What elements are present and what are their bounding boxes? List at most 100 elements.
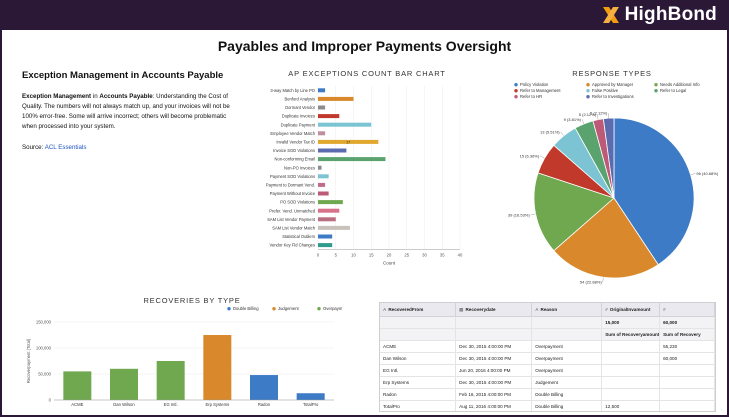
column-header[interactable]: A RecoveredFrom xyxy=(380,303,457,317)
table-cell: Dec 30, 2015 4:00:00 PM xyxy=(455,352,533,365)
x-tick-label: 25 xyxy=(404,252,409,257)
slice-label: 5 (2.12%) xyxy=(590,111,608,116)
column-header[interactable]: # xyxy=(659,303,715,317)
table-cell: Sum of Recovery xyxy=(659,328,715,341)
table-row[interactable]: TotalPro Aug 11, 2016 4:00:00 PM Double Bi… xyxy=(380,400,715,411)
table-summary-row[interactable]: 15,000 60,000 xyxy=(380,316,715,329)
x-tick-label: 5 xyxy=(335,252,338,257)
slice-leader-line xyxy=(690,173,696,176)
column-header[interactable]: # OriginalInvamount xyxy=(601,303,661,317)
table-cell: Jun 20, 2016 4:00:00 PM xyxy=(455,364,533,377)
bar xyxy=(318,157,386,162)
bar xyxy=(250,375,278,400)
legend-label: Refer to Investigations xyxy=(592,94,634,99)
table-cell xyxy=(455,328,533,341)
legend-swatch xyxy=(654,83,658,87)
table-cell: Sum of Recoveryamount xyxy=(601,328,661,341)
intro-heading: Exception Management in Accounts Payable xyxy=(22,70,224,81)
y-tick-label: 50,000 xyxy=(38,372,51,377)
text-type-icon: A xyxy=(535,307,539,312)
category-label: SAM List Vendor Payment xyxy=(267,217,316,222)
slice-label: 5 (2.12%) xyxy=(579,112,597,117)
table-row[interactable]: Radon Feb 16, 2015 4:00:00 PM Double Billi… xyxy=(380,388,715,401)
table-cell: 15,000 xyxy=(601,316,661,329)
slice-label: 15 (6.36%) xyxy=(520,153,540,158)
legend-swatch xyxy=(586,89,590,93)
x-tick-label: 10 xyxy=(351,252,356,257)
source-link[interactable]: ACL Essentials xyxy=(44,144,87,151)
column-header[interactable]: A Reason xyxy=(531,303,603,317)
table-cell: Double Billing xyxy=(531,388,603,401)
legend-label: Policy Violation xyxy=(520,82,549,87)
pie-slice xyxy=(553,197,659,279)
column-header[interactable]: ▦ Recoverydate xyxy=(455,303,533,317)
top-bar: HighBond xyxy=(0,0,729,30)
table-row[interactable]: Erp Systems Dec 30, 2015 4:00:00 PM Judgem… xyxy=(380,376,715,389)
bar xyxy=(318,200,343,205)
bar-chart-title: AP EXCEPTIONS COUNT BAR CHART xyxy=(288,69,446,78)
table-cell xyxy=(659,364,715,377)
bar xyxy=(318,105,326,110)
category-label: ACME xyxy=(71,402,83,407)
bottom-strip xyxy=(0,415,729,417)
legend-label: Refer to HR xyxy=(520,94,542,99)
table-row[interactable]: EG Intl. Jun 20, 2016 4:00:00 PM Overpayme… xyxy=(380,364,715,377)
slice-label: 13 (5.51%) xyxy=(540,129,560,134)
legend-swatch xyxy=(586,83,590,87)
category-label: Vendor Key Fld Changes xyxy=(269,243,315,248)
bar xyxy=(318,114,340,119)
table-cell xyxy=(659,388,715,401)
bar xyxy=(296,393,325,400)
number-type-icon: # xyxy=(605,307,608,312)
table-cell xyxy=(659,376,715,389)
bar xyxy=(318,122,372,127)
table-summary-label-row[interactable]: Sum of Recoveryamount Sum of Recovery xyxy=(380,328,715,341)
x-tick-label: 20 xyxy=(387,252,392,257)
legend-label: Approved by Manager xyxy=(592,82,634,87)
table-cell: EG Intl. xyxy=(380,364,457,377)
bar xyxy=(318,234,333,239)
legend-label: Double Billing xyxy=(233,306,259,311)
legend-swatch xyxy=(514,95,518,99)
legend-swatch xyxy=(227,307,231,311)
legend-label: False Positive xyxy=(592,88,619,93)
category-label: Payment to Dormant Vend. xyxy=(266,183,315,188)
intro-rest: : Understanding the Cost of Quality. The… xyxy=(22,93,230,130)
intro-bold-2: Accounts Payable xyxy=(99,93,153,100)
intro-bold-1: Exception Management xyxy=(22,93,92,100)
x-tick-label: 40 xyxy=(458,252,463,257)
x-tick-label: 0 xyxy=(317,252,320,257)
calendar-icon: ▦ xyxy=(459,306,464,312)
brand-name: HighBond xyxy=(624,4,717,25)
brand[interactable]: HighBond xyxy=(601,4,717,26)
table-row[interactable]: Dan Wilson Dec 30, 2015 4:00:00 PM Overpay… xyxy=(380,352,715,365)
bar xyxy=(318,225,350,230)
slice-label: 54 (22.88%) xyxy=(580,280,602,285)
table-cell xyxy=(531,316,603,329)
table-cell: 55,230 xyxy=(659,340,715,353)
table-header-row: A RecoveredFrom ▦ Recoverydate A Reason # Origi… xyxy=(380,303,715,317)
category-label: PO SOD Violations xyxy=(280,200,315,205)
slice-leader-line xyxy=(540,155,545,159)
table-cell: Overpayment xyxy=(531,364,603,377)
column-header-label: Reason xyxy=(540,307,558,312)
slice-leader-line xyxy=(581,119,585,124)
table-cell xyxy=(601,388,661,401)
legend-swatch xyxy=(317,307,321,311)
x-axis-title: Count xyxy=(383,260,396,265)
pie-slice xyxy=(602,117,615,199)
category-label: Dan Wilson xyxy=(113,402,135,407)
category-label: Duplicate Payment xyxy=(281,122,316,127)
legend-swatch xyxy=(514,83,518,87)
table-row[interactable]: ACME Dec 30, 2015 4:00:00 PM Overpayment 55… xyxy=(380,340,715,353)
legend-swatch xyxy=(514,89,518,93)
table-cell: Dec 30, 2015 4:00:00 PM xyxy=(455,376,533,389)
bar xyxy=(318,131,326,136)
category-label: Benford Analysis xyxy=(285,97,316,102)
legend-label: Refer to Legal xyxy=(660,88,686,93)
legend-swatch xyxy=(586,95,590,99)
category-label: Statistical Outliers xyxy=(282,234,315,239)
highbond-logo-icon xyxy=(602,7,619,23)
table-cell: Judgement xyxy=(531,376,603,389)
text-type-icon: A xyxy=(383,307,387,312)
